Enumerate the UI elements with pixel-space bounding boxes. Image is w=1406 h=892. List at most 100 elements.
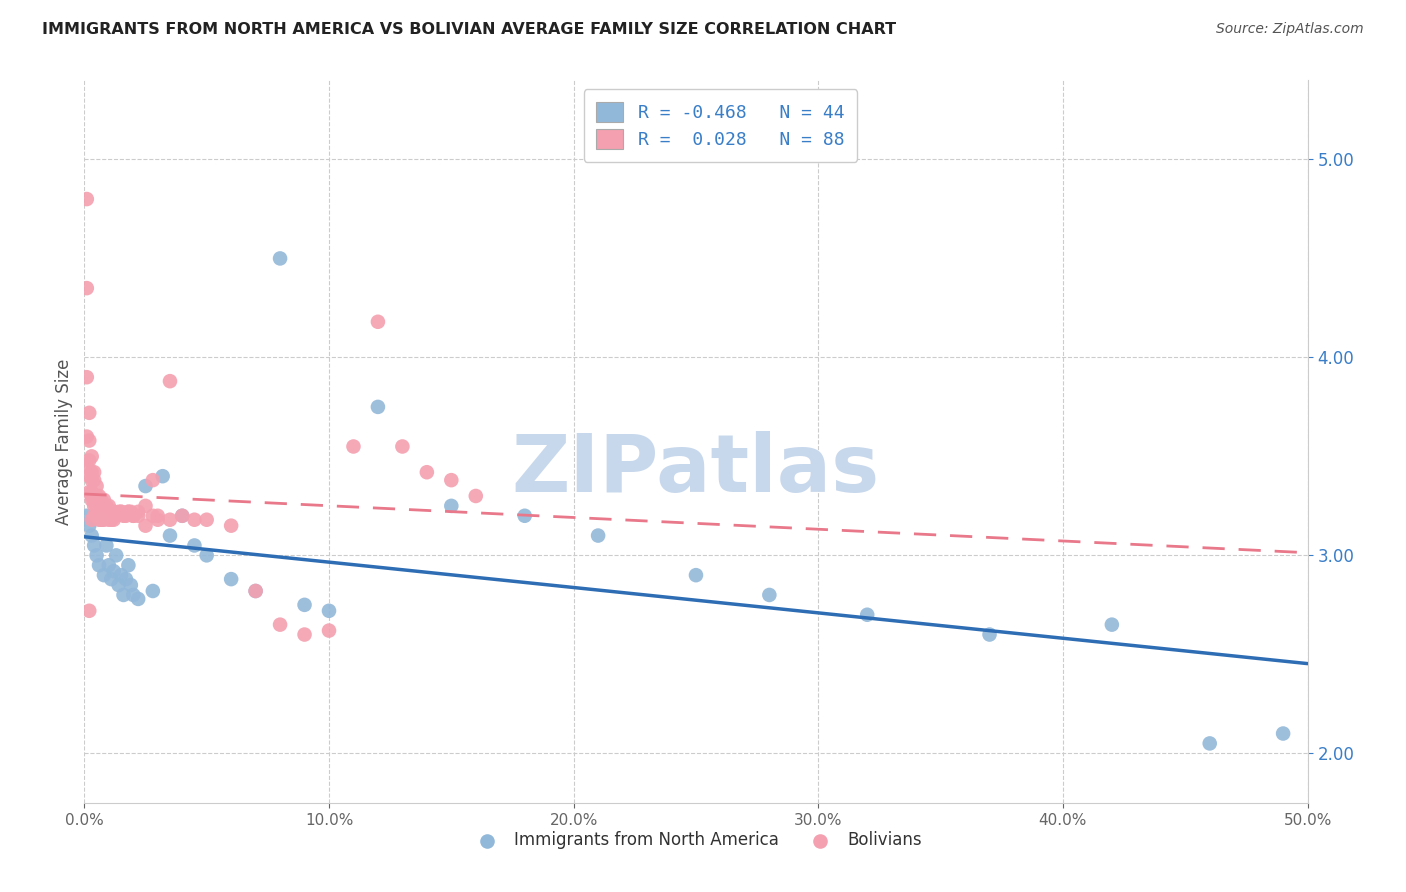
Point <box>77 485 100 500</box>
Point <box>122 508 145 523</box>
Point <box>90 513 112 527</box>
Point <box>367 315 389 329</box>
Y-axis label: Average Family Size: Average Family Size <box>55 359 73 524</box>
Point <box>77 406 100 420</box>
Point <box>80 492 103 507</box>
Point <box>100 572 122 586</box>
Point <box>77 518 100 533</box>
Point <box>269 617 291 632</box>
Text: ZIPatlas: ZIPatlas <box>512 432 880 509</box>
Point <box>90 505 112 519</box>
Point <box>1272 726 1295 740</box>
Point <box>159 513 181 527</box>
Point <box>87 558 110 573</box>
Point <box>115 572 138 586</box>
Point <box>100 513 122 527</box>
Point <box>97 513 120 527</box>
Point <box>110 505 132 519</box>
Point <box>103 513 125 527</box>
Point <box>103 508 125 523</box>
Point <box>87 505 110 519</box>
Point <box>80 450 103 464</box>
Point <box>110 505 132 519</box>
Point <box>83 499 105 513</box>
Point <box>86 489 108 503</box>
Point <box>83 539 105 553</box>
Point <box>440 473 463 487</box>
Point <box>391 440 413 454</box>
Point <box>110 568 132 582</box>
Point <box>93 513 115 527</box>
Legend: Immigrants from North America, Bolivians: Immigrants from North America, Bolivians <box>464 824 928 856</box>
Point <box>93 492 115 507</box>
Point <box>112 508 135 523</box>
Point <box>172 508 194 523</box>
Point <box>103 564 125 578</box>
Point <box>464 489 486 503</box>
Point <box>80 489 103 503</box>
Point <box>80 473 103 487</box>
Point <box>97 508 120 523</box>
Point <box>294 598 316 612</box>
Point <box>117 505 139 519</box>
Point <box>117 505 139 519</box>
Point <box>318 624 340 638</box>
Point <box>90 492 112 507</box>
Point <box>83 492 105 507</box>
Point <box>77 453 100 467</box>
Point <box>146 513 169 527</box>
Point <box>685 568 707 582</box>
Point <box>96 499 118 513</box>
Point <box>416 465 439 479</box>
Point <box>112 588 135 602</box>
Point <box>76 459 98 474</box>
Point <box>100 505 122 519</box>
Point <box>245 584 267 599</box>
Point <box>76 429 98 443</box>
Point <box>76 508 98 523</box>
Point <box>87 513 110 527</box>
Point <box>586 528 609 542</box>
Point <box>142 508 165 523</box>
Point <box>135 499 157 513</box>
Point <box>76 192 98 206</box>
Point <box>440 499 463 513</box>
Text: IMMIGRANTS FROM NORTH AMERICA VS BOLIVIAN AVERAGE FAMILY SIZE CORRELATION CHART: IMMIGRANTS FROM NORTH AMERICA VS BOLIVIA… <box>42 22 896 37</box>
Point <box>77 604 100 618</box>
Point <box>245 584 267 599</box>
Point <box>979 627 1001 641</box>
Point <box>294 627 316 641</box>
Point <box>77 434 100 448</box>
Point <box>115 508 138 523</box>
Point <box>86 479 108 493</box>
Point <box>127 591 149 606</box>
Point <box>127 508 149 523</box>
Point <box>122 508 145 523</box>
Point <box>142 584 165 599</box>
Point <box>87 489 110 503</box>
Point <box>127 505 149 519</box>
Point <box>135 518 157 533</box>
Point <box>90 505 112 519</box>
Text: Source: ZipAtlas.com: Source: ZipAtlas.com <box>1216 22 1364 37</box>
Point <box>93 568 115 582</box>
Point <box>93 505 115 519</box>
Point <box>1101 617 1123 632</box>
Point <box>172 508 194 523</box>
Point <box>96 508 118 523</box>
Point <box>90 513 112 527</box>
Point <box>86 549 108 563</box>
Point <box>87 508 110 523</box>
Point <box>86 499 108 513</box>
Point <box>86 508 108 523</box>
Point <box>80 485 103 500</box>
Point <box>83 489 105 503</box>
Point <box>97 499 120 513</box>
Point <box>76 370 98 384</box>
Point <box>77 469 100 483</box>
Point <box>76 281 98 295</box>
Point <box>105 549 128 563</box>
Point <box>103 505 125 519</box>
Point <box>97 508 120 523</box>
Point <box>195 513 218 527</box>
